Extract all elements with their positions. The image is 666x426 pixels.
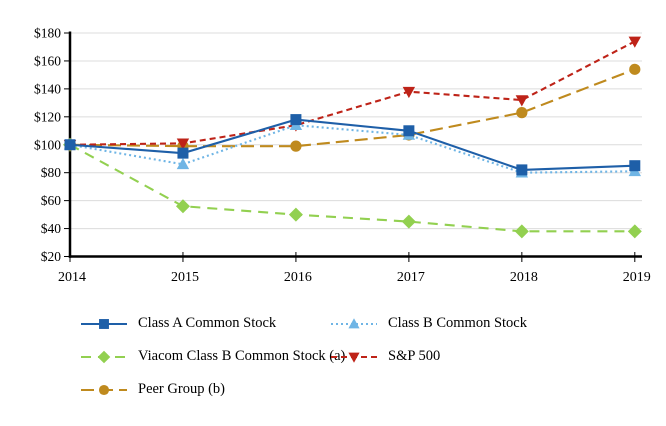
legend-item-class-b: Class B Common Stock (330, 307, 527, 340)
series-s-p-500 (63, 36, 641, 152)
y-tick-label: $140 (34, 81, 61, 96)
class-a-swatch-icon (81, 318, 127, 329)
viacom-swatch-icon (81, 350, 127, 363)
x-tick-label: 2016 (284, 270, 312, 285)
legend-item-peer-group: Peer Group (b) (80, 373, 330, 406)
y-tick-label: $20 (41, 249, 62, 264)
legend-item-class-a: Class A Common Stock (80, 307, 330, 340)
series-peer-group-b- (64, 63, 641, 152)
class-b-swatch-icon (331, 317, 377, 328)
y-tick-label: $160 (34, 53, 61, 68)
line-chart-plot: $20 $40 $60 $80 $100 $120 $140 $160 $180 2014 2015… (34, 26, 651, 286)
x-tick-label: 2017 (397, 270, 425, 285)
legend-item-viacom: Viacom Class B Common Stock (a) (80, 340, 345, 373)
x-tick-label: 2015 (171, 270, 199, 285)
x-tick-label: 2018 (510, 270, 538, 285)
peer-group-swatch-icon (81, 384, 127, 395)
legend-label-class-a: Class A Common Stock (138, 315, 277, 331)
x-tick-label: 2014 (58, 270, 86, 285)
y-tick-label: $60 (41, 193, 62, 208)
y-tick-label: $100 (34, 137, 61, 152)
sp500-swatch-icon (331, 352, 377, 363)
y-tick-label: $80 (41, 165, 62, 180)
series-class-a-common-stock (64, 114, 641, 176)
y-tick-label: $180 (34, 26, 61, 41)
series-viacom-class-b-common-stock-a- (63, 137, 642, 239)
legend-label-peer-group: Peer Group (b) (138, 381, 225, 397)
series-class-b-common-stock (63, 118, 641, 178)
legend-label-viacom: Viacom Class B Common Stock (a) (138, 348, 346, 364)
y-tick-label: $40 (41, 221, 62, 236)
legend-label-sp500: S&P 500 (388, 348, 441, 364)
chart-legend: Class A Common Stock Class B Common Stoc… (80, 307, 527, 406)
y-tick-label: $120 (34, 109, 61, 124)
x-tick-label: 2019 (623, 270, 651, 285)
legend-label-class-b: Class B Common Stock (388, 315, 527, 331)
legend-item-sp500: S&P 500 (330, 340, 527, 373)
